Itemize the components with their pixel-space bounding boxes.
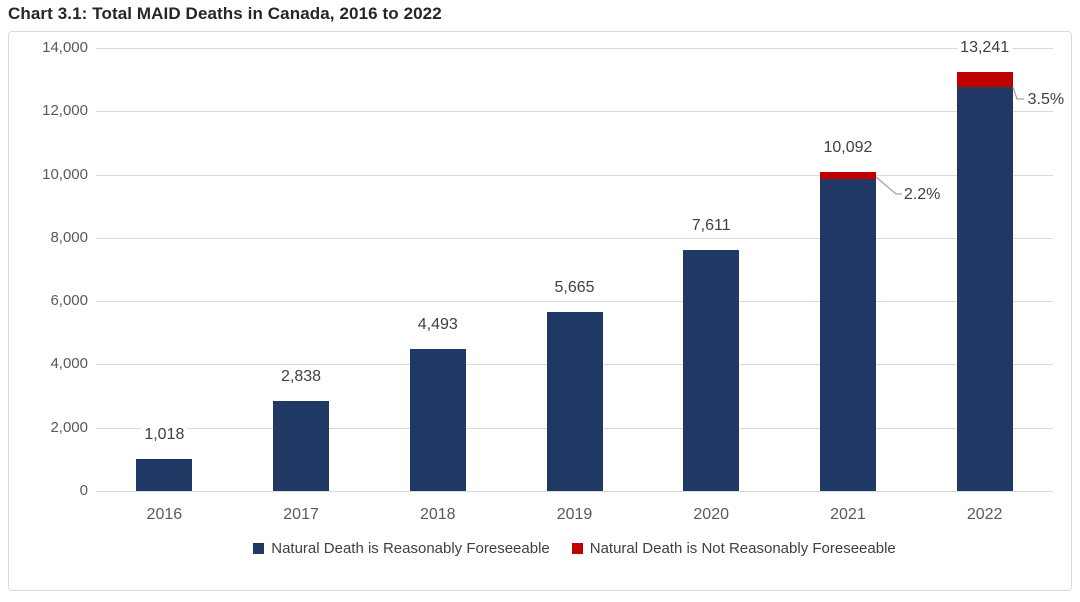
legend-swatch-red-icon: [571, 543, 583, 554]
y-axis-tick-label: 4,000: [50, 355, 88, 373]
y-axis-tick-label: 10,000: [42, 165, 88, 183]
y-axis-tick-label: 12,000: [42, 102, 88, 120]
legend-item-reasonably-foreseeable: Natural Death is Reasonably Foreseeable: [253, 540, 550, 557]
gridline: [96, 111, 1053, 113]
x-axis-tick-label: 2018: [419, 506, 456, 523]
gridline: [96, 301, 1053, 303]
y-axis-tick-label: 0: [79, 482, 88, 499]
legend-swatch-navy-icon: [253, 543, 265, 554]
gridline: [96, 174, 1053, 176]
bar-value-label: 4,493: [414, 314, 461, 334]
bar-segment-reasonably-foreseeable: [683, 250, 740, 491]
gridline: [96, 48, 1053, 49]
y-axis-tick-label: 6,000: [50, 292, 88, 310]
chart-title: Chart 3.1: Total MAID Deaths in Canada, …: [8, 4, 442, 23]
bar-segment-reasonably-foreseeable: [819, 178, 876, 491]
annotation-percent-label: 3.5%: [1027, 91, 1065, 109]
bar-segment-reasonably-foreseeable: [273, 401, 330, 491]
annotation-percent-label: 2.2%: [903, 185, 941, 203]
gridline: [96, 237, 1053, 239]
x-axis-tick-label: 2022: [966, 506, 1003, 523]
x-axis-tick-label: 2020: [693, 506, 729, 523]
x-axis-tick-label: 2017: [283, 506, 319, 523]
bar-segment-reasonably-foreseeable: [409, 348, 466, 491]
bar-segment-not-reasonably-foreseeable: [819, 171, 876, 179]
bar-segment-reasonably-foreseeable: [956, 86, 1013, 491]
x-axis-tick-label: 2021: [830, 506, 866, 523]
gridline: [96, 491, 1053, 492]
y-axis-tick-label: 8,000: [50, 228, 88, 246]
bar-segment-not-reasonably-foreseeable: [956, 72, 1013, 87]
annotation-leader-line: [1012, 86, 1024, 100]
legend: Natural Death is Reasonably Foreseeable …: [96, 540, 1053, 557]
bar-value-label: 1,018: [141, 424, 188, 444]
bar-segment-reasonably-foreseeable: [546, 311, 603, 491]
bar-value-label: 5,665: [551, 277, 598, 297]
y-axis-tick-label: 14,000: [42, 39, 88, 56]
x-axis-tick-label: 2016: [146, 506, 183, 523]
chart-frame: 0 2,000 4,000 6,000 8,000 10,000 12,000 14,000 1…: [8, 31, 1072, 591]
bar-value-label: 10,092: [820, 137, 876, 157]
legend-item-not-reasonably-foreseeable: Natural Death is Not Reasonably Foreseea…: [571, 540, 896, 557]
bar-segment-reasonably-foreseeable: [136, 458, 193, 491]
bar-value-label: 13,241: [957, 38, 1013, 58]
annotation-leader-line: [875, 176, 902, 195]
legend-label-not-reasonably-foreseeable: Natural Death is Not Reasonably Foreseea…: [589, 540, 896, 557]
plot-area: 0 2,000 4,000 6,000 8,000 10,000 12,000 14,000 1…: [9, 32, 1071, 590]
bar-value-label: 2,838: [278, 367, 325, 387]
bar-value-label: 7,611: [688, 216, 734, 236]
x-axis-tick-label: 2019: [556, 506, 593, 523]
y-axis-tick-label: 2,000: [50, 418, 88, 436]
legend-label-reasonably-foreseeable: Natural Death is Reasonably Foreseeable: [271, 540, 550, 557]
